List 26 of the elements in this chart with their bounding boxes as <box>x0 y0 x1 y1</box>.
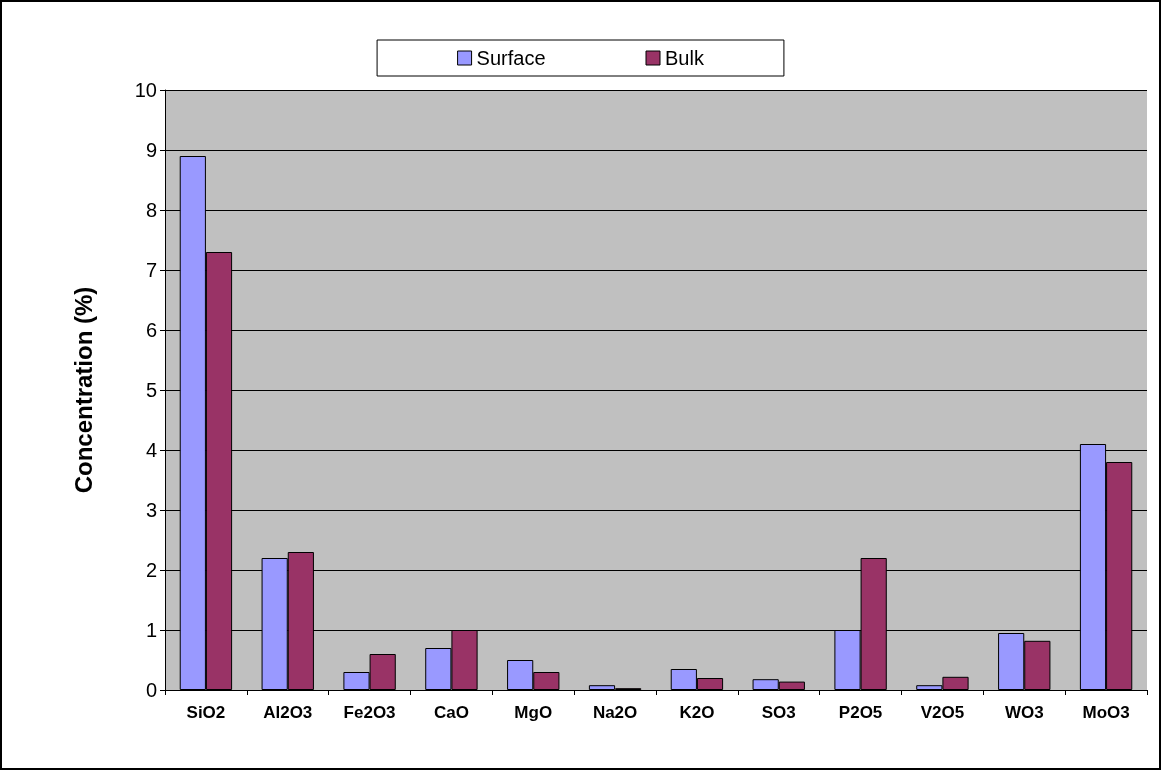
y-tick-label: 4 <box>145 439 157 461</box>
y-tick-label: 6 <box>145 319 157 341</box>
y-tick-label: 7 <box>145 259 157 281</box>
x-tick-label: MoO3 <box>1082 703 1130 722</box>
y-tick-label: 9 <box>145 139 157 161</box>
y-tick-label: 0 <box>145 679 157 701</box>
legend-label: Bulk <box>665 47 705 69</box>
x-tick-label: P2O5 <box>838 703 883 722</box>
x-tick-label: V2O5 <box>920 703 965 722</box>
y-tick-label: 2 <box>145 559 157 581</box>
x-tick-label: MgO <box>514 703 553 722</box>
legend-label: Surface <box>476 47 546 69</box>
y-tick-label: 10 <box>134 79 157 101</box>
x-tick-label: Fe2O3 <box>343 703 396 722</box>
x-tick-label: Al2O3 <box>263 703 313 722</box>
x-tick-label: WO3 <box>1004 703 1044 722</box>
y-axis-title: Concentration (%) <box>69 286 97 494</box>
x-tick-label: Na2O <box>592 703 638 722</box>
x-tick-label: CaO <box>433 703 469 722</box>
x-tick-label: SiO2 <box>186 703 226 722</box>
x-tick-label: SO3 <box>761 703 796 722</box>
y-tick-label: 1 <box>145 619 157 641</box>
y-tick-label: 3 <box>145 499 157 521</box>
x-tick-label: K2O <box>679 703 715 722</box>
y-tick-label: 5 <box>145 379 157 401</box>
y-tick-label: 8 <box>145 199 157 221</box>
